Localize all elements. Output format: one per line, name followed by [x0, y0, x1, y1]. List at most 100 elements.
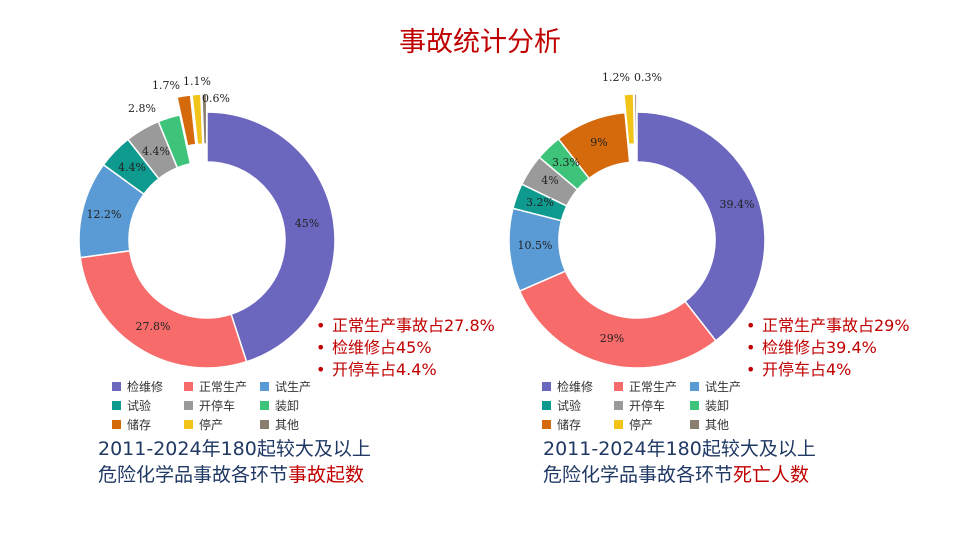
donut-slice-left-5: [157, 114, 192, 169]
legend-swatch: [260, 401, 269, 410]
data-label: 1.1%: [183, 75, 211, 88]
legend-label: 其他: [705, 418, 730, 432]
legend-label: 储存: [557, 418, 582, 432]
legend-item: 试验: [112, 397, 184, 414]
legend-swatch: [184, 420, 193, 429]
legend-label: 开停车: [199, 399, 236, 413]
caption-line: 2011-2024年180起较大及以上: [543, 438, 816, 460]
donut-slice-left-8: [201, 93, 208, 145]
legend-swatch: [614, 420, 623, 429]
legend-item: 其他: [690, 416, 760, 433]
bullet-item: • 开停车占4%: [746, 360, 852, 379]
legend-item: 试生产: [690, 378, 760, 395]
legend-swatch: [614, 382, 623, 391]
legend-item: 开停车: [184, 397, 260, 414]
legend-label: 正常生产: [629, 380, 678, 394]
legend-swatch: [184, 382, 193, 391]
page-title: 事故统计分析: [399, 27, 561, 58]
legend-item: 试生产: [260, 378, 330, 395]
legend-item: 检维修: [112, 378, 184, 395]
data-label: 27.8%: [136, 320, 171, 333]
caption-line: 2011-2024年180起较大及以上: [98, 438, 371, 460]
donut-slice-right-1: [518, 270, 717, 369]
donut-slice-right-0: [636, 111, 766, 342]
bullet-item: • 正常生产事故占27.8%: [316, 316, 495, 335]
legend-swatch: [184, 401, 193, 410]
legend-label: 试生产: [705, 380, 742, 394]
legend-label: 装卸: [275, 399, 300, 413]
legend-label: 试验: [127, 399, 152, 413]
data-label: 39.4%: [720, 198, 755, 211]
legend-label: 试生产: [275, 380, 312, 394]
data-label: 10.5%: [518, 239, 553, 252]
legend-swatch: [614, 401, 623, 410]
legend-label: 检维修: [127, 380, 164, 394]
caption-right: 2011-2024年180起较大及以上 危险化学品事故各环节死亡人数: [543, 436, 816, 488]
legend-item: 装卸: [260, 397, 330, 414]
legend-item: 停产: [184, 416, 260, 433]
caption-line: 危险化学品事故各环节事故起数: [98, 464, 365, 486]
legend-item: 储存: [112, 416, 184, 433]
legend-label: 试验: [557, 399, 582, 413]
data-label: 4.4%: [118, 161, 146, 174]
legend-item: 装卸: [690, 397, 760, 414]
data-label: 1.2%: [602, 71, 630, 84]
bullet-item: • 正常生产事故占29%: [746, 316, 910, 335]
legend-item: 储存: [542, 416, 614, 433]
legend-item: 停产: [614, 416, 690, 433]
legend-item: 其他: [260, 416, 330, 433]
donut-slice-right-8: [633, 93, 638, 145]
data-label: 0.6%: [202, 92, 230, 105]
legend-swatch: [542, 401, 551, 410]
data-label: 4.4%: [142, 145, 170, 158]
legend-item: 正常生产: [184, 378, 260, 395]
legend-left: 检维修 正常生产 试生产试验 开停车 装卸储存 停产 其他: [112, 378, 330, 433]
bullet-item: • 检维修占45%: [316, 338, 432, 357]
legend-item: 开停车: [614, 397, 690, 414]
data-label: 3.2%: [526, 196, 554, 209]
donut-slice-right-7: [623, 93, 636, 146]
donut-slice-left-1: [79, 249, 248, 369]
legend-swatch: [112, 420, 121, 429]
legend-swatch: [690, 420, 699, 429]
bullets-right: • 正常生产事故占29% • 检维修占39.4% • 开停车占4%: [746, 315, 910, 381]
caption-left: 2011-2024年180起较大及以上 危险化学品事故各环节事故起数: [98, 436, 371, 488]
data-label: 2.8%: [128, 102, 156, 115]
legend-label: 装卸: [705, 399, 730, 413]
data-label: 1.7%: [152, 79, 180, 92]
legend-item: 检维修: [542, 378, 614, 395]
legend-swatch: [690, 401, 699, 410]
data-label: 12.2%: [87, 208, 122, 221]
bullets-left: • 正常生产事故占27.8% • 检维修占45% • 开停车占4.4%: [316, 315, 495, 381]
legend-swatch: [260, 420, 269, 429]
bullet-item: • 检维修占39.4%: [746, 338, 877, 357]
legend-right: 检维修 正常生产 试生产试验 开停车 装卸储存 停产 其他: [542, 378, 760, 433]
data-label: 45%: [295, 217, 319, 230]
donut-slice-left-0: [206, 111, 336, 363]
caption-line: 危险化学品事故各环节死亡人数: [543, 464, 810, 486]
legend-swatch: [260, 382, 269, 391]
legend-swatch: [690, 382, 699, 391]
legend-swatch: [542, 382, 551, 391]
legend-swatch: [112, 401, 121, 410]
bullet-item: • 开停车占4.4%: [316, 360, 437, 379]
legend-swatch: [542, 420, 551, 429]
data-label: 0.3%: [634, 71, 662, 84]
legend-label: 储存: [127, 418, 152, 432]
legend-item: 正常生产: [614, 378, 690, 395]
legend-label: 停产: [629, 418, 654, 432]
data-label: 4%: [541, 174, 558, 187]
data-label: 3.3%: [552, 156, 580, 169]
data-label: 9%: [590, 136, 607, 149]
legend-label: 停产: [199, 418, 224, 432]
legend-label: 正常生产: [199, 380, 248, 394]
legend-label: 检维修: [557, 380, 594, 394]
legend-swatch: [112, 382, 121, 391]
donut-slice-left-6: [176, 94, 197, 147]
data-label: 29%: [600, 332, 624, 345]
legend-label: 开停车: [629, 399, 666, 413]
donut-slice-left-7: [191, 93, 204, 146]
legend-item: 试验: [542, 397, 614, 414]
legend-label: 其他: [275, 418, 300, 432]
